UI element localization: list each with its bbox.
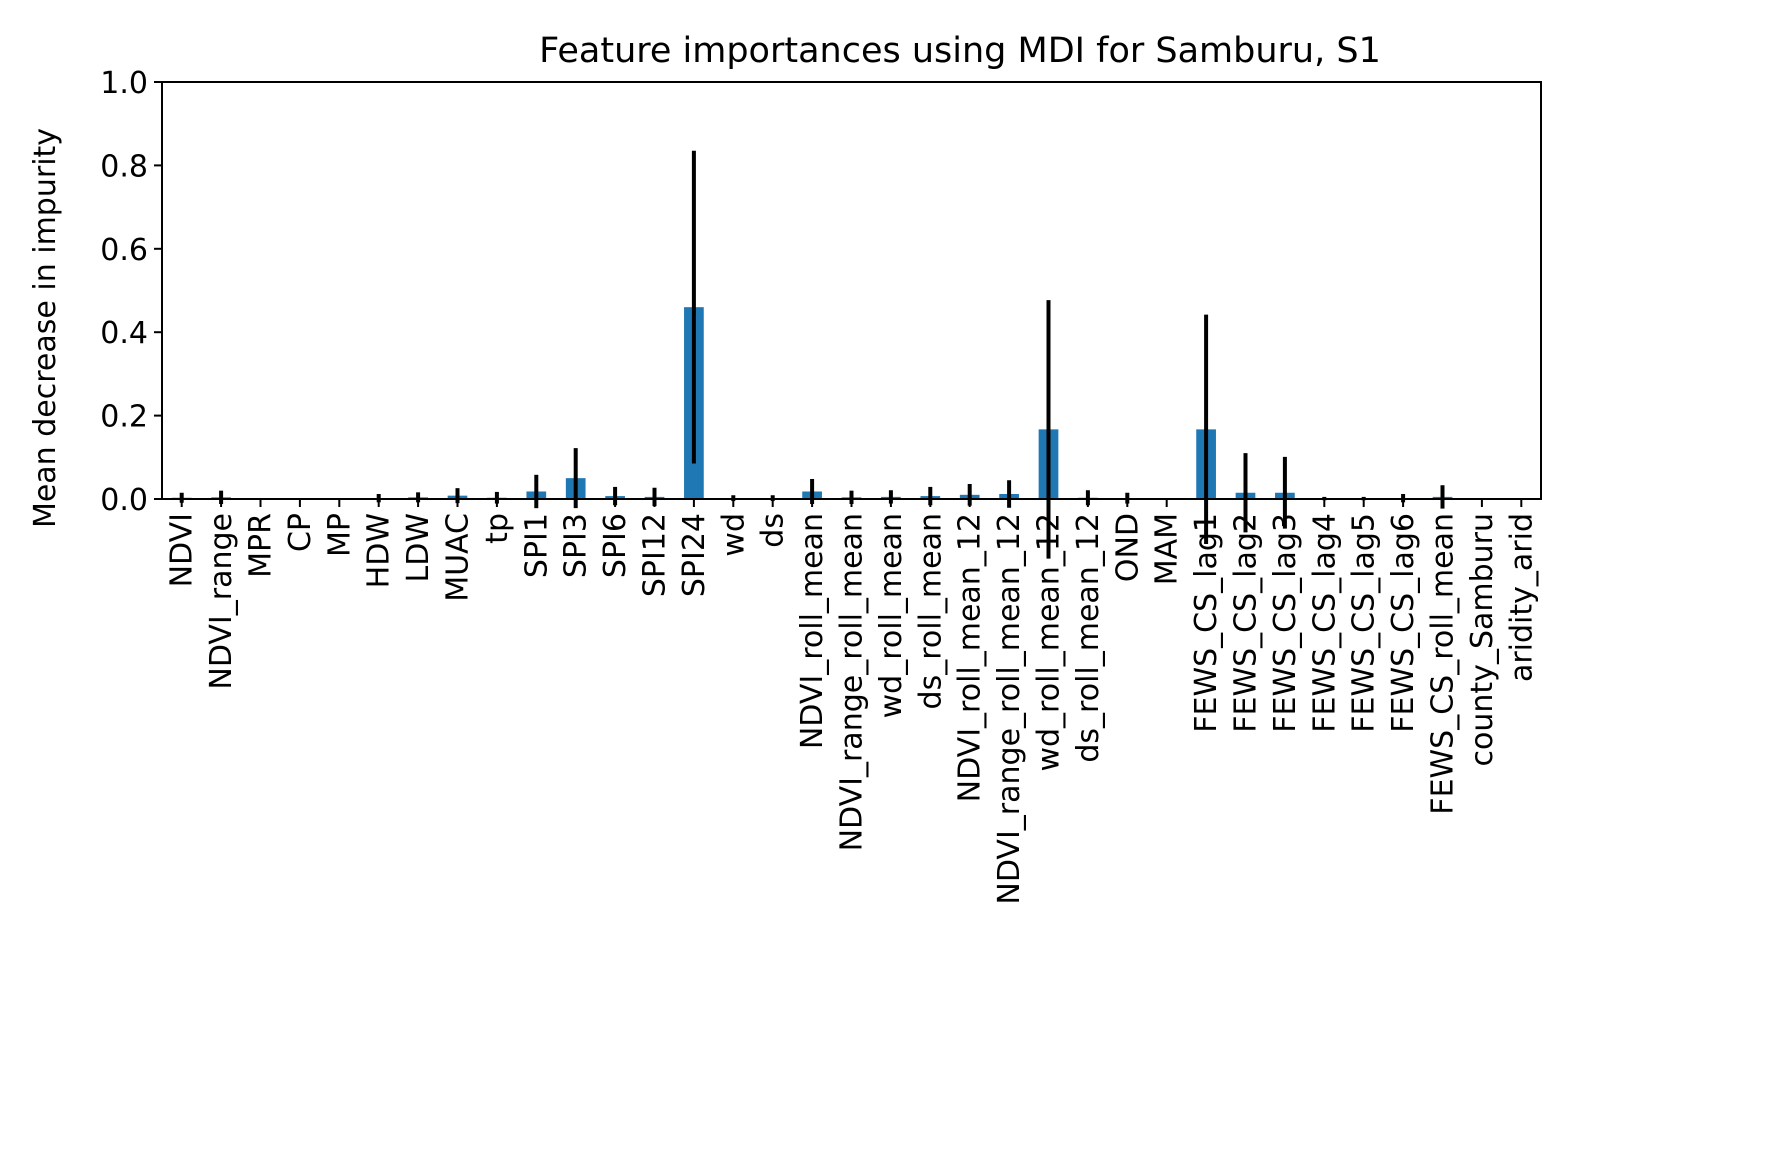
error-bars-layer (179, 150, 1445, 559)
x-tick-label: wd (716, 513, 751, 557)
y-tick-label: 0.0 (100, 483, 148, 518)
x-tick-label: ds_roll_mean (913, 513, 948, 709)
x-tick-label: FEWS_CS_lag6 (1386, 513, 1421, 733)
x-tick-label: SPI12 (638, 513, 673, 597)
x-tick-label: OND (1110, 513, 1145, 582)
x-tick-label: NDVI_range (204, 513, 239, 690)
x-tick-label: NDVI (165, 513, 200, 587)
x-tick-label: ds_roll_mean_12 (1071, 513, 1106, 763)
x-tick-label: NDVI_range_roll_mean (835, 513, 870, 851)
x-tick-label: FEWS_CS_lag5 (1347, 513, 1382, 733)
x-tick-label: HDW (362, 513, 397, 588)
y-tick-label: 1.0 (100, 66, 148, 101)
x-tick-label: ds (756, 513, 791, 548)
y-tick-label: 0.4 (100, 316, 148, 351)
y-axis: 0.0 0.2 0.4 0.6 0.8 1.0 (100, 66, 162, 518)
x-tick-label: FEWS_CS_lag2 (1229, 513, 1264, 733)
x-tick-label: CP (283, 513, 318, 552)
x-tick-label: MP (322, 513, 357, 557)
x-tick-label: SPI3 (559, 513, 594, 578)
y-tick-label: 0.8 (100, 149, 148, 184)
x-tick-label: tp (480, 513, 515, 544)
x-tick-label: FEWS_CS_lag3 (1268, 513, 1303, 733)
x-tick-label: wd_roll_mean (874, 513, 909, 718)
x-tick-label: wd_roll_mean_12 (1032, 513, 1067, 772)
x-tick-label: NDVI_roll_mean (795, 513, 830, 749)
x-tick-label: SPI6 (598, 513, 633, 578)
x-axis: NDVI NDVI_range MPR CP MP HDW LDW MUAC tp SPI1 SPI… (165, 499, 1539, 905)
x-tick-label: aridity_arid (1504, 513, 1539, 682)
x-tick-label: MAM (1150, 513, 1185, 585)
x-tick-label: MUAC (441, 513, 476, 602)
x-tick-label: SPI24 (677, 513, 712, 597)
x-tick-label: county_Samburu (1465, 513, 1500, 766)
x-tick-label: NDVI_roll_mean_12 (953, 513, 988, 802)
x-tick-label: FEWS_CS_lag1 (1189, 513, 1224, 733)
y-tick-label: 0.6 (100, 233, 148, 268)
x-tick-label: LDW (401, 513, 436, 582)
x-tick-label: SPI1 (519, 513, 554, 578)
y-axis-label: Mean decrease in impurity (28, 128, 63, 528)
x-tick-label: NDVI_range_roll_mean_12 (992, 513, 1027, 905)
x-tick-label: FEWS_CS_lag4 (1307, 513, 1342, 733)
y-tick-label: 0.2 (100, 400, 148, 435)
plot-frame (161, 81, 1542, 500)
x-tick-label: FEWS_CS_roll_mean (1426, 513, 1461, 815)
chart-title: Feature importances using MDI for Sambur… (539, 31, 1381, 71)
x-tick-label: MPR (244, 513, 279, 578)
